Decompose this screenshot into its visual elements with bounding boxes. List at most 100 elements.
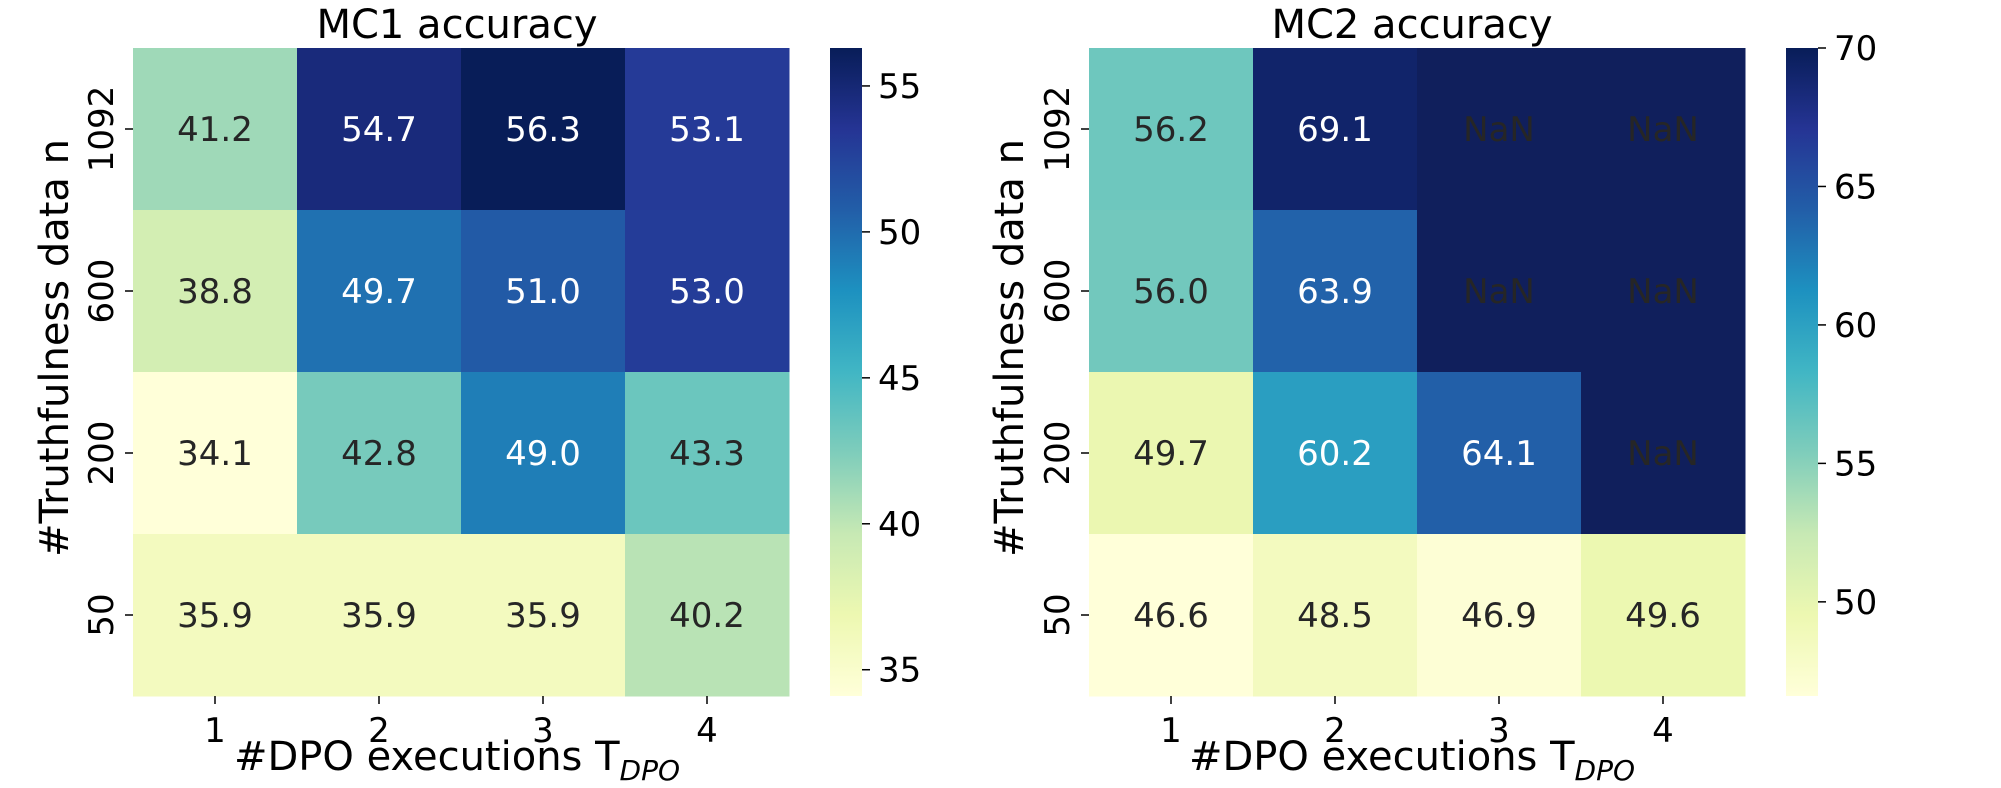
cell-value-label: 56.2 [1133, 110, 1209, 150]
heatmap-cell [1089, 534, 1254, 697]
mc2-cells: 56.2 69.1 NaN NaN 56.0 63.9 NaN NaN 49.7 60.2 64.1… [1089, 48, 1746, 697]
mc1-ticks: 1 2 3 4 1092 600 200 50 [82, 86, 718, 751]
heatmap-cell [1089, 372, 1254, 535]
cell-value-label: 49.7 [341, 272, 417, 312]
mc2-ticks: 1 2 3 4 1092 600 200 50 [1038, 86, 1674, 751]
heatmap-cell [133, 210, 298, 373]
x-tick-label: 2 [368, 711, 390, 751]
cell-value-label: 56.3 [505, 110, 581, 150]
heatmap-cell [1417, 534, 1582, 697]
cell-value-label: 35.9 [341, 596, 417, 636]
cell-value-label: 46.6 [1133, 596, 1209, 636]
colorbar-gradient [830, 48, 862, 696]
colorbar-tick-label: 50 [878, 213, 921, 253]
heatmap-panel-mc2: MC2 accuracy 56.2 69.1 NaN NaN 56.0 63.9 NaN Na… [987, 2, 1877, 787]
y-tick-label: 200 [82, 421, 122, 486]
cell-value-label: 35.9 [505, 596, 581, 636]
heatmap-cell [1253, 534, 1418, 697]
cell-value-label: 69.1 [1297, 110, 1373, 150]
heatmap-cell [625, 210, 790, 373]
heatmap-cell [1581, 372, 1746, 535]
heatmap-cell [461, 372, 626, 535]
mc2-y-axis-label: #Truthfulness data n [987, 139, 1033, 557]
cell-value-label: NaN [1627, 110, 1699, 150]
mc1-title: MC1 accuracy [316, 2, 597, 48]
cell-value-label: 46.9 [1461, 596, 1537, 636]
heatmap-cell [625, 372, 790, 535]
cell-value-label: NaN [1463, 110, 1535, 150]
cell-value-label: 56.0 [1133, 272, 1209, 312]
cell-value-label: 48.5 [1297, 596, 1373, 636]
x-tick-label: 1 [1160, 711, 1182, 751]
cell-value-label: 34.1 [177, 434, 253, 474]
cell-value-label: 40.2 [669, 596, 745, 636]
mc2-x-axis-label: #DPO executions TDPO [1189, 734, 1635, 787]
heatmap-cell [297, 48, 462, 211]
heatmap-cell [461, 48, 626, 211]
y-tick-label: 200 [1038, 421, 1078, 486]
heatmap-cell [297, 210, 462, 373]
heatmap-cell [133, 372, 298, 535]
colorbar-tick-label: 50 [1834, 583, 1877, 623]
x-tick-label: 4 [1652, 711, 1674, 751]
cell-value-label: 49.6 [1625, 596, 1701, 636]
y-tick-label: 1092 [1038, 86, 1078, 173]
heatmap-cell [1253, 48, 1418, 211]
cell-value-label: 42.8 [341, 434, 417, 474]
x-tick-label: 3 [532, 711, 554, 751]
cell-value-label: 38.8 [177, 272, 253, 312]
colorbar-tick-label: 65 [1834, 167, 1877, 207]
heatmap-cell [1089, 210, 1254, 373]
mc1-cells: 41.2 54.7 56.3 53.1 38.8 49.7 51.0 53.0 34.1 42.8… [133, 48, 790, 697]
colorbar-tick-label: 35 [878, 651, 921, 691]
y-tick-label: 600 [82, 259, 122, 324]
colorbar-tick-label: 55 [1834, 444, 1877, 484]
mc1-y-axis-label: #Truthfulness data n [32, 139, 78, 557]
colorbar-tick-label: 60 [1834, 306, 1877, 346]
x-tick-label: 4 [696, 711, 718, 751]
cell-value-label: NaN [1627, 272, 1699, 312]
heatmap-cell [1253, 372, 1418, 535]
y-tick-label: 50 [1038, 593, 1078, 636]
mc1-x-axis-label: #DPO executions TDPO [234, 734, 680, 787]
colorbar-tick-label: 70 [1834, 29, 1877, 69]
x-tick-label: 3 [1488, 711, 1510, 751]
heatmap-cell [1581, 48, 1746, 211]
heatmap-cell [1581, 534, 1746, 697]
colorbar-tick-label: 40 [878, 505, 921, 545]
cell-value-label: 60.2 [1297, 434, 1373, 474]
cell-value-label: 49.0 [505, 434, 581, 474]
heatmap-cell [625, 48, 790, 211]
heatmap-panel-mc1: MC1 accuracy 41.2 54.7 56.3 53.1 38.8 49.7 51.… [32, 2, 921, 787]
colorbar-tick-label: 45 [878, 359, 921, 399]
heatmap-cell [1581, 210, 1746, 373]
cell-value-label: 43.3 [669, 434, 745, 474]
heatmap-cell [1417, 372, 1582, 535]
x-tick-label: 2 [1324, 711, 1346, 751]
cell-value-label: 41.2 [177, 110, 253, 150]
cell-value-label: 49.7 [1133, 434, 1209, 474]
heatmap-cell [1089, 48, 1254, 211]
heatmap-cell [625, 534, 790, 697]
heatmap-cell [133, 534, 298, 697]
cell-value-label: NaN [1627, 434, 1699, 474]
heatmap-cell [297, 372, 462, 535]
cell-value-label: 51.0 [505, 272, 581, 312]
heatmap-cell [461, 210, 626, 373]
heatmap-cell [1417, 210, 1582, 373]
cell-value-label: 64.1 [1461, 434, 1537, 474]
cell-value-label: NaN [1463, 272, 1535, 312]
heatmap-cell [1253, 210, 1418, 373]
y-tick-label: 50 [82, 593, 122, 636]
cell-value-label: 63.9 [1297, 272, 1373, 312]
colorbar-gradient [1786, 48, 1818, 696]
cell-value-label: 35.9 [177, 596, 253, 636]
mc2-colorbar: 50 55 60 65 70 [1786, 29, 1877, 696]
heatmap-cell [461, 534, 626, 697]
cell-value-label: 53.0 [669, 272, 745, 312]
heatmap-cell [297, 534, 462, 697]
cell-value-label: 54.7 [341, 110, 417, 150]
mc1-colorbar: 35 40 45 50 55 [830, 48, 921, 696]
mc2-title: MC2 accuracy [1271, 2, 1552, 48]
heatmap-cell [1417, 48, 1582, 211]
